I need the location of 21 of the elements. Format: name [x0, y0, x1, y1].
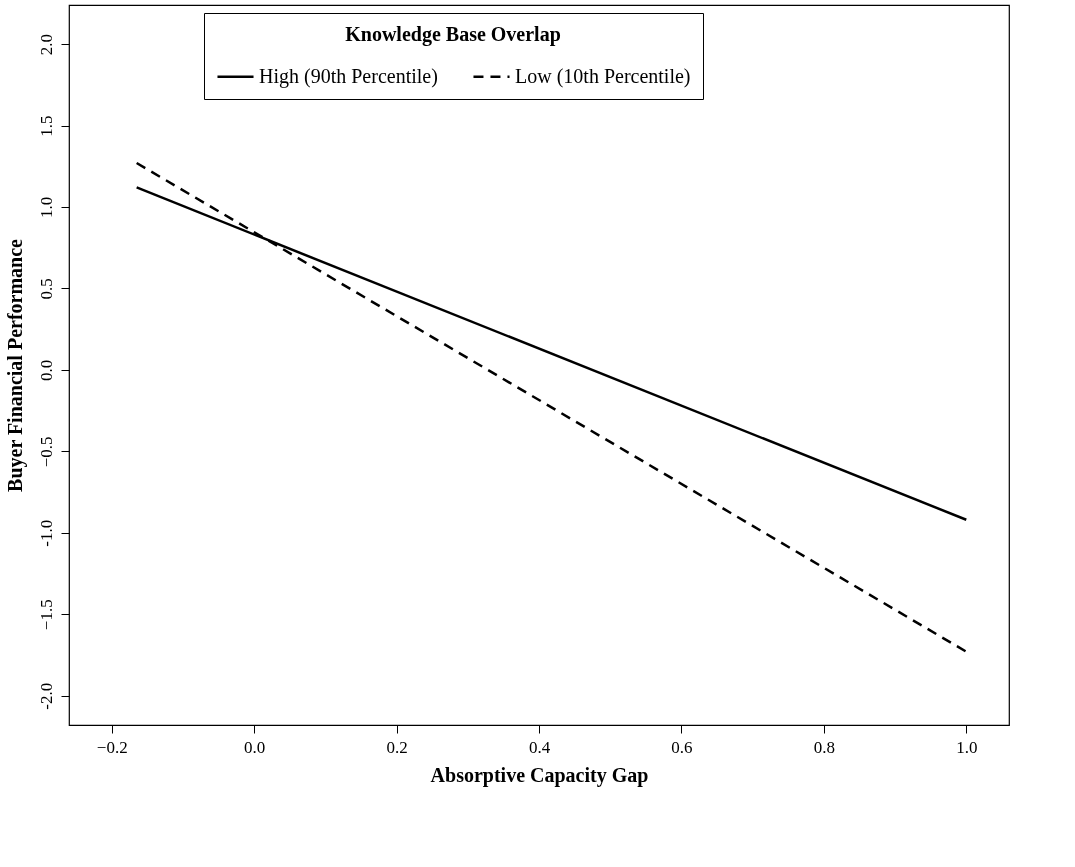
x-tick-label: 0.6: [671, 737, 693, 757]
y-tick-label: -1.0: [36, 519, 56, 547]
y-tick-label: −1.5: [36, 599, 56, 631]
x-tick-label: 0.4: [528, 737, 551, 757]
y-axis-title: Buyer Financial Performance: [3, 238, 27, 492]
y-tick-label: 0.0: [36, 359, 56, 382]
legend-label: High (90th Percentile): [259, 64, 438, 88]
x-tick-label: 0.0: [244, 737, 266, 757]
x-axis-title: Absorptive Capacity Gap: [430, 763, 649, 787]
x-tick-label: −0.2: [96, 737, 128, 757]
y-tick-label: 0.5: [36, 278, 56, 300]
legend-label: Low (10th Percentile): [515, 64, 691, 88]
x-tick-label: 1.0: [956, 737, 978, 757]
legend-title: Knowledge Base Overlap: [345, 23, 561, 46]
y-tick-label: 2.0: [36, 33, 56, 56]
x-tick-label: 0.8: [813, 737, 835, 757]
y-tick-label: −0.5: [36, 436, 56, 468]
y-tick-label: 1.0: [36, 196, 56, 219]
y-tick-label: -2.0: [36, 682, 56, 710]
y-tick-label: 1.5: [36, 115, 56, 137]
x-tick-label: 0.2: [386, 737, 408, 757]
